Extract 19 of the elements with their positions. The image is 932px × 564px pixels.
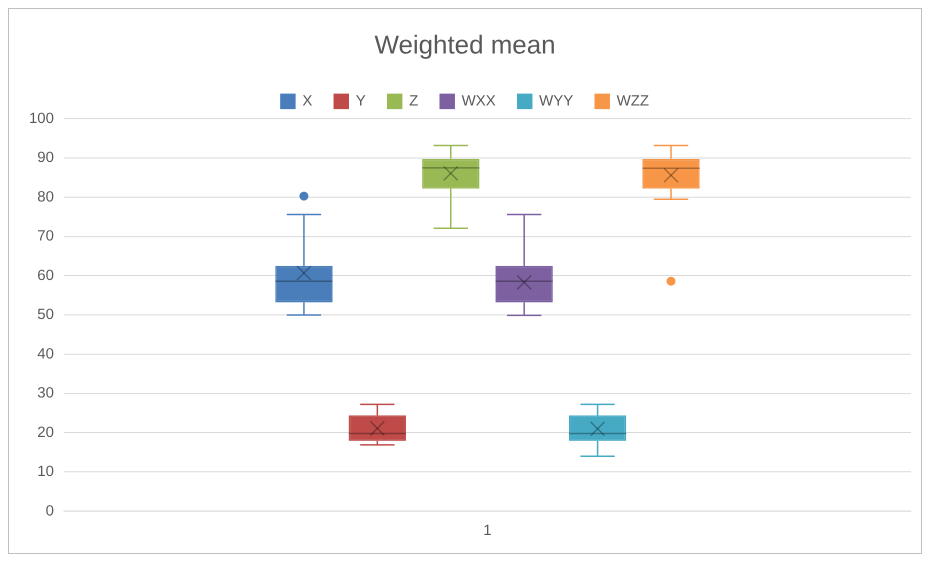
legend-label: WZZ	[616, 92, 650, 110]
y-tick-label: 10	[37, 463, 54, 480]
y-tick-label: 80	[37, 188, 54, 206]
y-tick-label: 20	[37, 424, 54, 441]
y-tick-label: 70	[37, 228, 54, 245]
x-tick-label: 1	[483, 522, 492, 540]
chart-title: Weighted mean	[374, 32, 556, 60]
legend-label: X	[302, 92, 312, 110]
y-tick-label: 40	[37, 345, 54, 362]
y-tick-label: 60	[37, 266, 54, 284]
legend-label: Z	[409, 92, 418, 110]
y-tick-label: 90	[37, 149, 54, 166]
y-tick-label: 50	[37, 306, 54, 324]
legend-label: WYY	[539, 92, 574, 110]
legend-label: WXX	[462, 92, 496, 110]
legend-label: Y	[356, 92, 366, 110]
y-tick-label: 0	[46, 502, 54, 520]
y-tick-label: 100	[28, 110, 54, 127]
y-tick-label: 30	[37, 384, 54, 402]
